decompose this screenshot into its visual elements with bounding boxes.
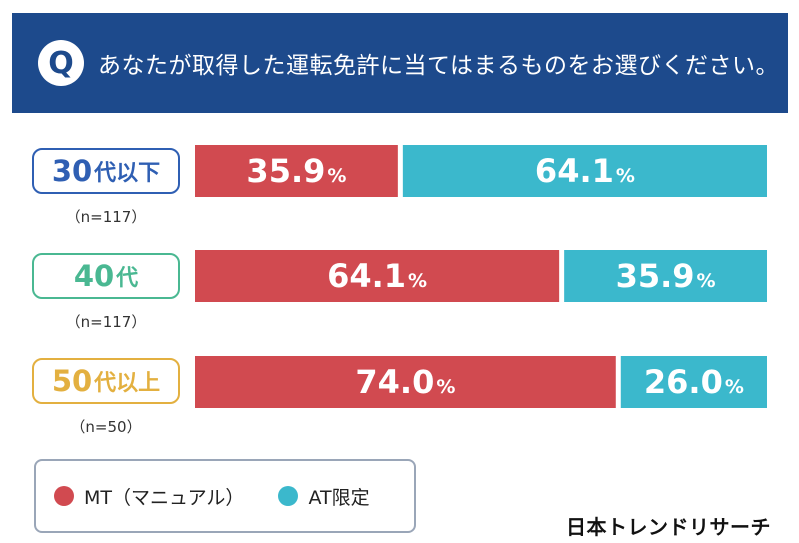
question-header: Q あなたが取得した運転免許に当てはまるものをお選びください。 [12, 13, 788, 113]
row-label-suffix: 代以下 [94, 161, 161, 186]
row-sample-size: （n=117） [65, 208, 147, 226]
question-text: あなたが取得した運転免許に当てはまるものをお選びください。 [98, 53, 780, 79]
value-label-at-row-1: 35.9% [616, 257, 716, 295]
legend: MT（マニュアル） AT限定 [34, 459, 416, 533]
bar-mt-row-0 [195, 145, 398, 197]
row-label-40s: 40 代 [32, 253, 180, 299]
row-label-suffix: 代以上 [94, 371, 161, 396]
row-label-50s: 50 代以上 [32, 358, 180, 404]
bar-at-row-0 [402, 145, 767, 197]
brand-logo-text: 日本トレンドリサーチ [566, 515, 771, 539]
row-label-number: 40 [73, 259, 115, 293]
legend-label-at: AT限定 [308, 486, 370, 509]
bar-at-row-2 [620, 356, 767, 408]
legend-item-mt: MT（マニュアル） [54, 483, 244, 510]
value-label-at-row-0: 64.1% [535, 152, 635, 190]
value-label-mt-row-0: 35.9% [246, 152, 346, 190]
row-label-number: 30 [51, 154, 93, 188]
row-sample-size: （n=117） [65, 313, 147, 331]
legend-label-mt: MT（マニュアル） [84, 486, 245, 509]
bar-mt-row-1 [195, 250, 560, 302]
value-label-mt-row-2: 74.0% [355, 363, 455, 401]
legend-item-at: AT限定 [278, 483, 370, 510]
row-sample-size: （n=50） [70, 418, 142, 436]
row-label-number: 50 [51, 364, 93, 398]
value-label-at-row-2: 26.0% [644, 363, 744, 401]
row-label-30s: 30 代以下 [32, 148, 180, 194]
row-label-suffix: 代 [116, 266, 139, 291]
bar-mt-row-2 [195, 356, 616, 408]
legend-swatch-at [278, 486, 299, 506]
legend-swatch-mt [54, 486, 74, 506]
value-label-mt-row-1: 64.1% [327, 257, 427, 295]
q-icon: Q [38, 40, 84, 86]
bar-at-row-1 [564, 250, 767, 302]
